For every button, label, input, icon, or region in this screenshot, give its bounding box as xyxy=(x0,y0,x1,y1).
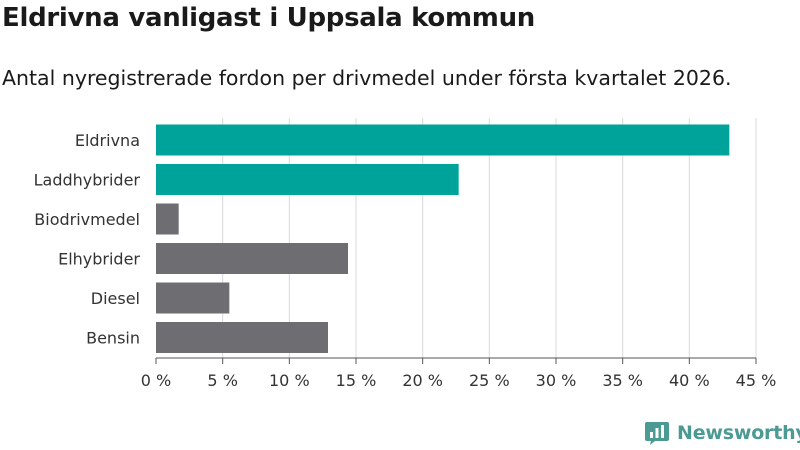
category-label: Laddhybrider xyxy=(34,171,141,190)
bar-elhybrider xyxy=(156,243,348,274)
bar-diesel xyxy=(156,282,230,314)
category-label: Elhybrider xyxy=(58,250,140,269)
category-label: Eldrivna xyxy=(75,131,140,150)
x-tick-label: 0 % xyxy=(141,371,171,390)
x-tick-label: 45 % xyxy=(736,371,777,390)
x-tick-label: 35 % xyxy=(602,371,643,390)
brand-logo[interactable]: Newsworthy xyxy=(644,420,800,446)
chart-subtitle: Antal nyregistrerade fordon per drivmede… xyxy=(2,66,732,90)
bar-chart-logo-icon xyxy=(645,422,669,445)
category-label: Diesel xyxy=(91,289,140,308)
x-tick-label: 40 % xyxy=(669,371,710,390)
x-tick-label: 25 % xyxy=(469,371,510,390)
bar-eldrivna xyxy=(156,124,730,156)
bar-laddhybrider xyxy=(156,164,459,195)
brand-name: Newsworthy xyxy=(677,422,800,444)
bar-bensin xyxy=(156,322,328,353)
x-tick-label: 5 % xyxy=(207,371,237,390)
category-label: Biodrivmedel xyxy=(34,210,140,229)
category-label: Bensin xyxy=(86,329,140,348)
bar-biodrivmedel xyxy=(156,203,179,235)
x-tick-label: 15 % xyxy=(336,371,377,390)
chart-title: Eldrivna vanligast i Uppsala kommun xyxy=(2,3,535,33)
x-tick-label: 10 % xyxy=(269,371,310,390)
x-tick-label: 30 % xyxy=(536,371,577,390)
x-tick-label: 20 % xyxy=(402,371,443,390)
